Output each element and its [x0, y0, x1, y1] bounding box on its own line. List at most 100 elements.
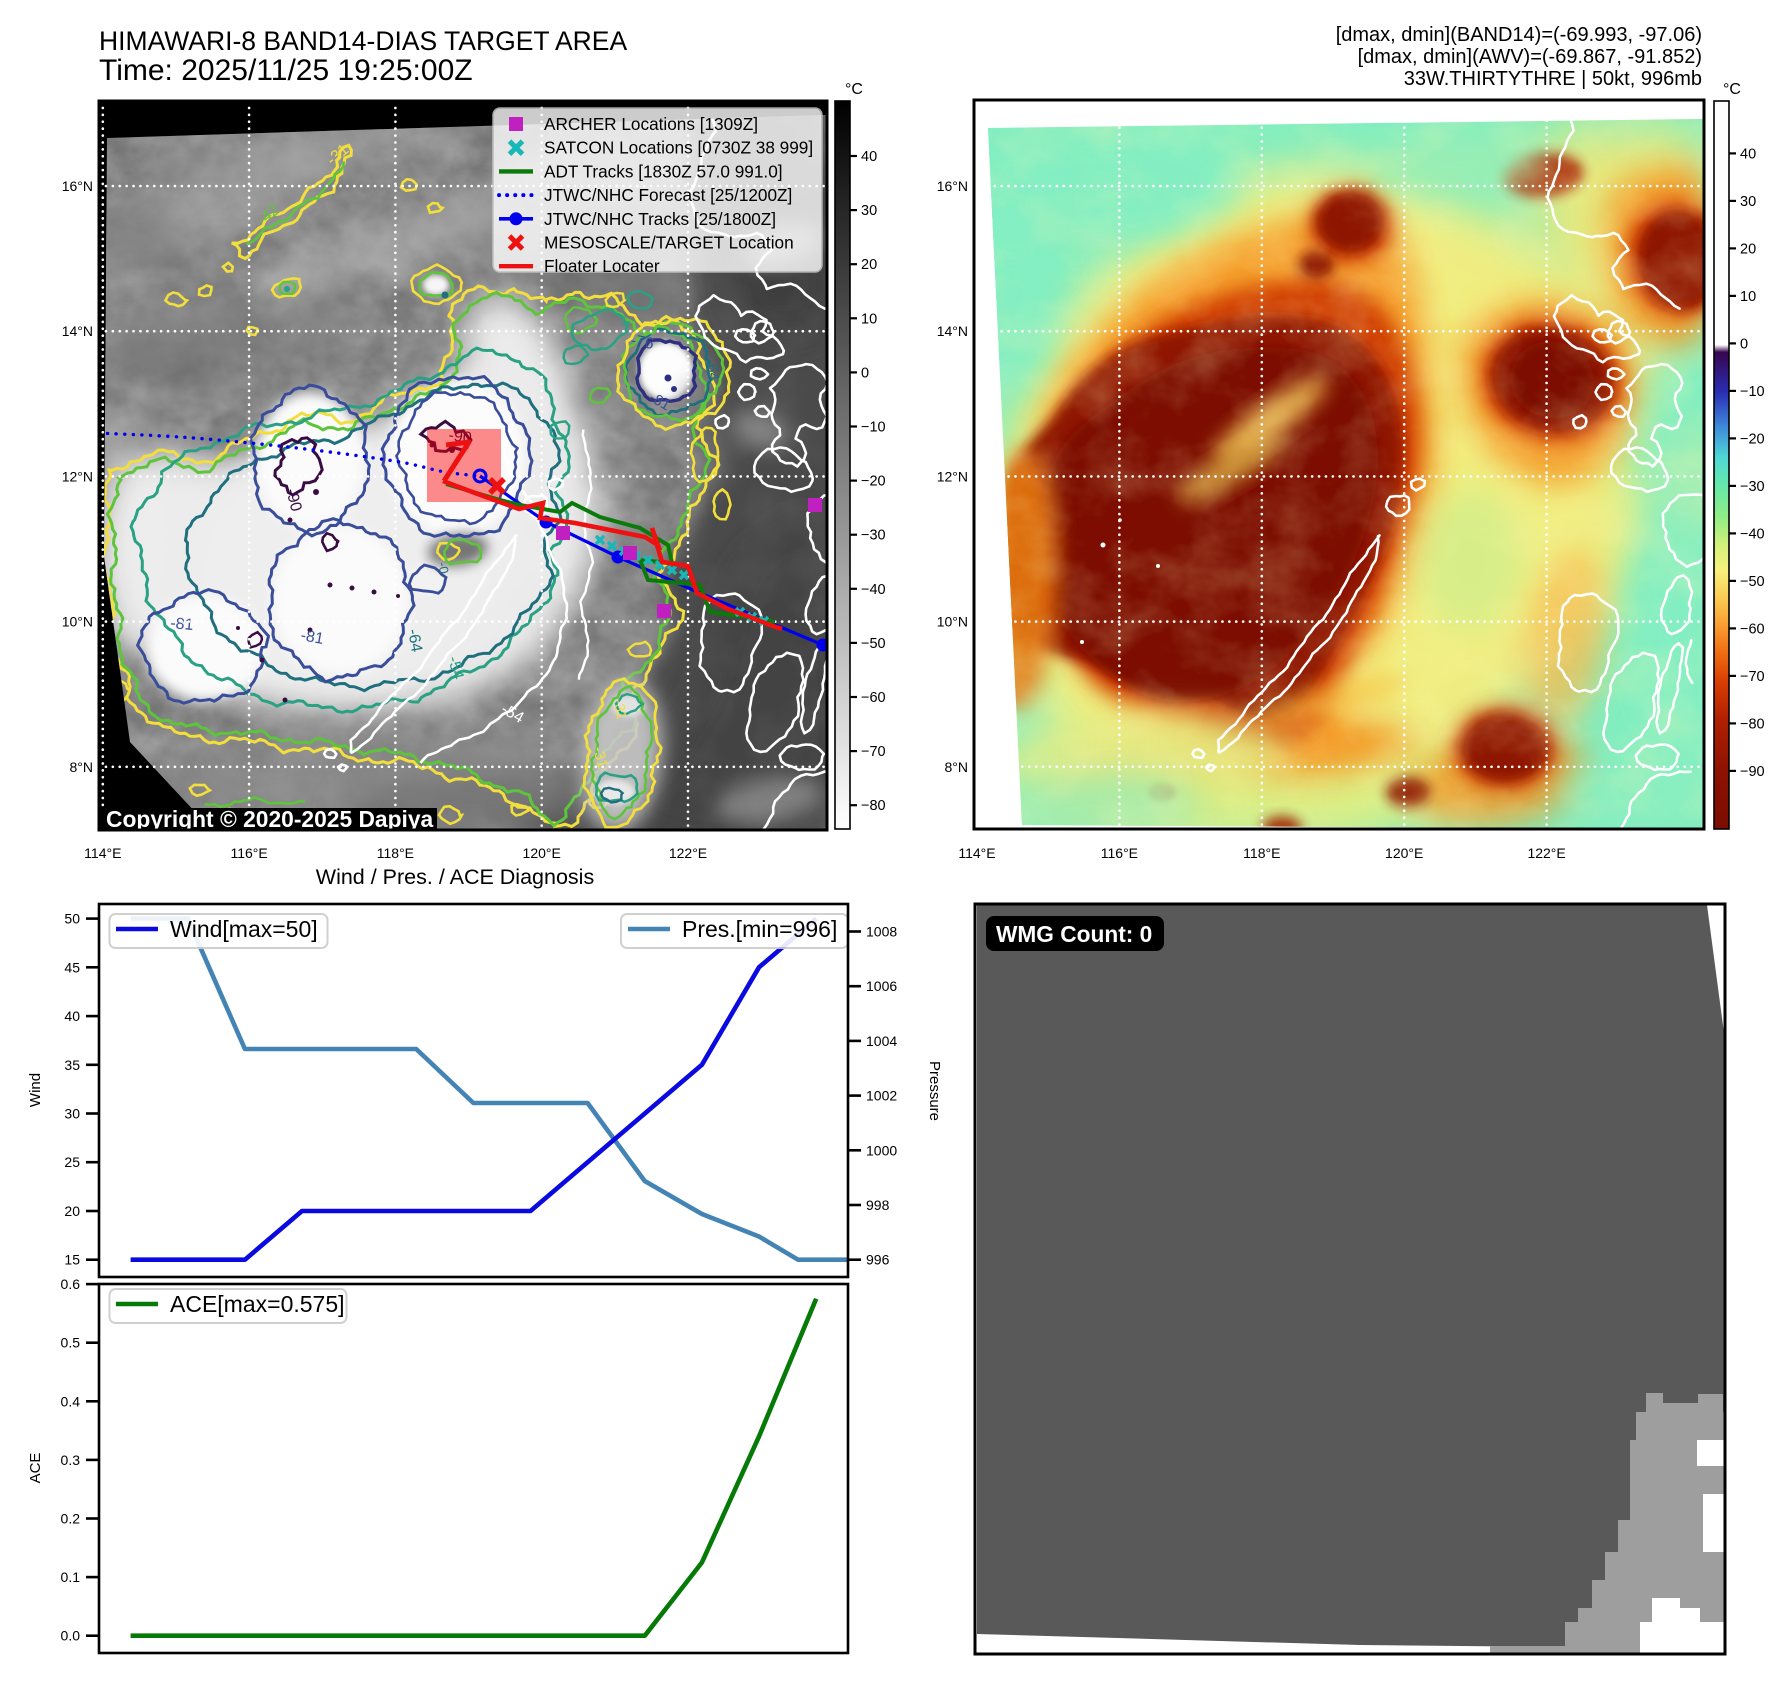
svg-text:0.3: 0.3 [61, 1452, 81, 1468]
svg-text:−60: −60 [861, 690, 886, 706]
svg-text:30: 30 [861, 203, 877, 219]
svg-text:−40: −40 [1740, 526, 1765, 542]
svg-text:20: 20 [861, 257, 877, 273]
svg-text:118°E: 118°E [377, 845, 414, 861]
svg-text:−30: −30 [861, 528, 886, 544]
svg-text:−90: −90 [1740, 764, 1765, 780]
svg-text:Floater Locater: Floater Locater [544, 256, 660, 276]
svg-text:Time: 2025/11/25 19:25:00Z: Time: 2025/11/25 19:25:00Z [99, 54, 473, 87]
svg-text:40: 40 [64, 1008, 80, 1024]
svg-text:8°N: 8°N [70, 759, 94, 775]
svg-text:Wind: Wind [27, 1073, 44, 1107]
svg-text:0.4: 0.4 [61, 1393, 81, 1409]
svg-text:10°N: 10°N [937, 614, 968, 630]
svg-text:1008: 1008 [866, 924, 897, 940]
svg-text:°C: °C [1723, 81, 1741, 98]
svg-text:MESOSCALE/TARGET Location: MESOSCALE/TARGET Location [544, 233, 794, 253]
svg-text:0.1: 0.1 [61, 1569, 81, 1585]
svg-text:14°N: 14°N [937, 323, 968, 339]
svg-text:JTWC/NHC Forecast [25/1200Z]: JTWC/NHC Forecast [25/1200Z] [544, 185, 792, 205]
svg-text:-54: -54 [444, 655, 466, 682]
svg-text:−50: −50 [861, 636, 886, 652]
svg-text:30: 30 [1740, 194, 1756, 210]
svg-text:1004: 1004 [866, 1033, 897, 1049]
svg-text:0.6: 0.6 [61, 1276, 81, 1292]
svg-text:116°E: 116°E [1101, 845, 1138, 861]
svg-text:20: 20 [1740, 241, 1756, 257]
svg-text:33W.THIRTYTHRE | 50kt, 996mb: 33W.THIRTYTHRE | 50kt, 996mb [1404, 68, 1702, 90]
svg-text:0.5: 0.5 [61, 1335, 81, 1351]
svg-text:ADT Tracks [1830Z 57.0 991.0]: ADT Tracks [1830Z 57.0 991.0] [544, 161, 783, 181]
svg-text:HIMAWARI-8 BAND14-DIAS TARGET: HIMAWARI-8 BAND14-DIAS TARGET AREA [99, 26, 627, 56]
svg-text:-64: -64 [702, 358, 723, 382]
svg-text:998: 998 [866, 1197, 890, 1213]
svg-text:−80: −80 [1740, 716, 1765, 732]
svg-text:40: 40 [861, 149, 877, 165]
svg-text:−20: −20 [1740, 431, 1765, 447]
svg-text:116°E: 116°E [230, 845, 267, 861]
svg-text:-76: -76 [629, 332, 655, 353]
svg-text:Pres.[min=996]: Pres.[min=996] [682, 916, 837, 942]
svg-text:10: 10 [1740, 289, 1756, 305]
svg-text:35: 35 [64, 1057, 80, 1073]
svg-text:−40: −40 [861, 582, 886, 598]
svg-text:12°N: 12°N [62, 468, 93, 484]
svg-text:WMG Count: 0: WMG Count: 0 [996, 921, 1152, 947]
svg-text:-0: -0 [435, 561, 452, 575]
svg-text:30: 30 [64, 1106, 80, 1122]
svg-text:°C: °C [845, 81, 863, 98]
svg-text:Copyright © 2020-2025 Dapiya: Copyright © 2020-2025 Dapiya [106, 806, 434, 832]
svg-text:40: 40 [1740, 146, 1756, 162]
svg-text:50: 50 [64, 911, 80, 927]
svg-text:−50: −50 [1740, 574, 1765, 590]
svg-text:SATCON Locations [0730Z 38 999: SATCON Locations [0730Z 38 999] [544, 138, 813, 158]
svg-text:−70: −70 [861, 744, 886, 760]
svg-text:1002: 1002 [866, 1088, 897, 1104]
svg-text:−60: −60 [1740, 621, 1765, 637]
svg-text:Wind[max=50]: Wind[max=50] [170, 916, 318, 942]
svg-text:45: 45 [64, 959, 80, 975]
svg-text:-90: -90 [282, 487, 304, 514]
svg-text:-81: -81 [170, 615, 195, 634]
svg-text:−20: −20 [861, 474, 886, 490]
svg-text:0.2: 0.2 [61, 1511, 81, 1527]
svg-text:114°E: 114°E [84, 845, 121, 861]
svg-text:ACE[max=0.575]: ACE[max=0.575] [170, 1291, 345, 1317]
svg-text:0: 0 [1740, 336, 1748, 352]
svg-text:14°N: 14°N [62, 323, 93, 339]
svg-text:10: 10 [861, 311, 877, 327]
svg-text:Pressure: Pressure [926, 1061, 943, 1121]
svg-text:20: 20 [64, 1203, 80, 1219]
svg-text:10°N: 10°N [62, 614, 93, 630]
svg-text:996: 996 [866, 1252, 890, 1268]
svg-text:-31: -31 [611, 698, 630, 721]
svg-text:−80: −80 [861, 798, 886, 814]
svg-text:1006: 1006 [866, 978, 897, 994]
svg-text:25: 25 [64, 1154, 80, 1170]
svg-text:114°E: 114°E [958, 845, 995, 861]
svg-text:122°E: 122°E [669, 845, 707, 861]
svg-text:ACE: ACE [27, 1453, 44, 1484]
svg-text:118°E: 118°E [1243, 845, 1280, 861]
svg-text:[dmax, dmin](AWV)=(-69.867, -9: [dmax, dmin](AWV)=(-69.867, -91.852) [1358, 46, 1702, 68]
svg-text:12°N: 12°N [937, 468, 968, 484]
svg-text:120°E: 120°E [1385, 845, 1423, 861]
svg-text:ARCHER Locations [1309Z]: ARCHER Locations [1309Z] [544, 114, 758, 134]
svg-text:−10: −10 [1740, 384, 1765, 400]
svg-text:[dmax, dmin](BAND14)=(-69.993,: [dmax, dmin](BAND14)=(-69.993, -97.06) [1336, 24, 1702, 46]
svg-text:−30: −30 [1740, 479, 1765, 495]
svg-text:-64: -64 [404, 628, 425, 654]
svg-text:122°E: 122°E [1527, 845, 1565, 861]
svg-text:8°N: 8°N [945, 759, 969, 775]
svg-text:-81: -81 [299, 627, 325, 648]
svg-text:−10: −10 [861, 420, 886, 436]
svg-text:0.0: 0.0 [61, 1628, 81, 1644]
svg-text:Wind / Pres. / ACE Diagnosis: Wind / Pres. / ACE Diagnosis [316, 865, 594, 889]
svg-text:120°E: 120°E [523, 845, 561, 861]
svg-text:JTWC/NHC Tracks [25/1800Z]: JTWC/NHC Tracks [25/1800Z] [544, 209, 776, 229]
svg-text:-31: -31 [589, 745, 611, 770]
svg-text:16°N: 16°N [62, 178, 93, 194]
svg-text:0: 0 [861, 365, 869, 381]
svg-text:1000: 1000 [866, 1142, 897, 1158]
svg-text:−70: −70 [1740, 669, 1765, 685]
